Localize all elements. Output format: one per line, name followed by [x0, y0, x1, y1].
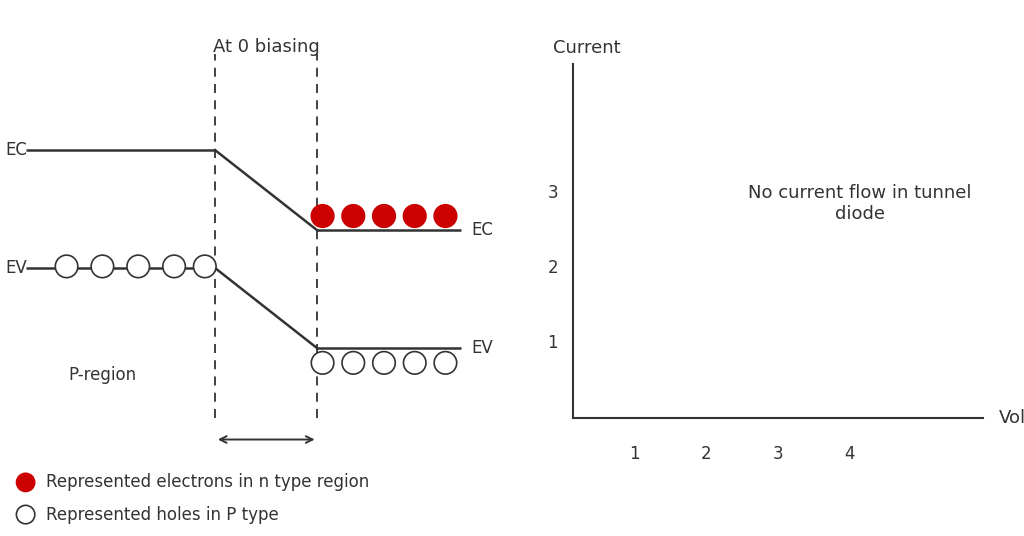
- Text: 4: 4: [845, 445, 855, 463]
- Ellipse shape: [373, 352, 395, 374]
- Ellipse shape: [91, 255, 114, 278]
- Text: 1: 1: [630, 445, 640, 463]
- Text: Represented electrons in n type region: Represented electrons in n type region: [46, 473, 370, 492]
- Ellipse shape: [342, 205, 365, 227]
- Text: Current: Current: [553, 39, 621, 57]
- Text: 2: 2: [701, 445, 712, 463]
- Ellipse shape: [127, 255, 150, 278]
- Text: Voltage: Voltage: [998, 409, 1024, 427]
- Ellipse shape: [403, 205, 426, 227]
- Ellipse shape: [163, 255, 185, 278]
- Ellipse shape: [434, 205, 457, 227]
- Ellipse shape: [311, 352, 334, 374]
- Text: P-region: P-region: [69, 366, 136, 384]
- Text: EV: EV: [471, 339, 493, 358]
- Text: EC: EC: [471, 221, 493, 240]
- Ellipse shape: [311, 205, 334, 227]
- Text: At 0 biasing: At 0 biasing: [213, 38, 319, 56]
- Ellipse shape: [373, 205, 395, 227]
- Text: 3: 3: [548, 184, 558, 202]
- Text: EV: EV: [5, 259, 27, 277]
- Text: Represented holes in P type: Represented holes in P type: [46, 505, 279, 524]
- Ellipse shape: [194, 255, 216, 278]
- Ellipse shape: [434, 352, 457, 374]
- Ellipse shape: [342, 352, 365, 374]
- Text: 3: 3: [773, 445, 783, 463]
- Text: 2: 2: [548, 259, 558, 277]
- Ellipse shape: [16, 505, 35, 524]
- Text: No current flow in tunnel
diode: No current flow in tunnel diode: [749, 184, 972, 223]
- Text: EC: EC: [5, 141, 27, 159]
- Text: 1: 1: [548, 334, 558, 352]
- Ellipse shape: [55, 255, 78, 278]
- Ellipse shape: [16, 473, 35, 492]
- Ellipse shape: [403, 352, 426, 374]
